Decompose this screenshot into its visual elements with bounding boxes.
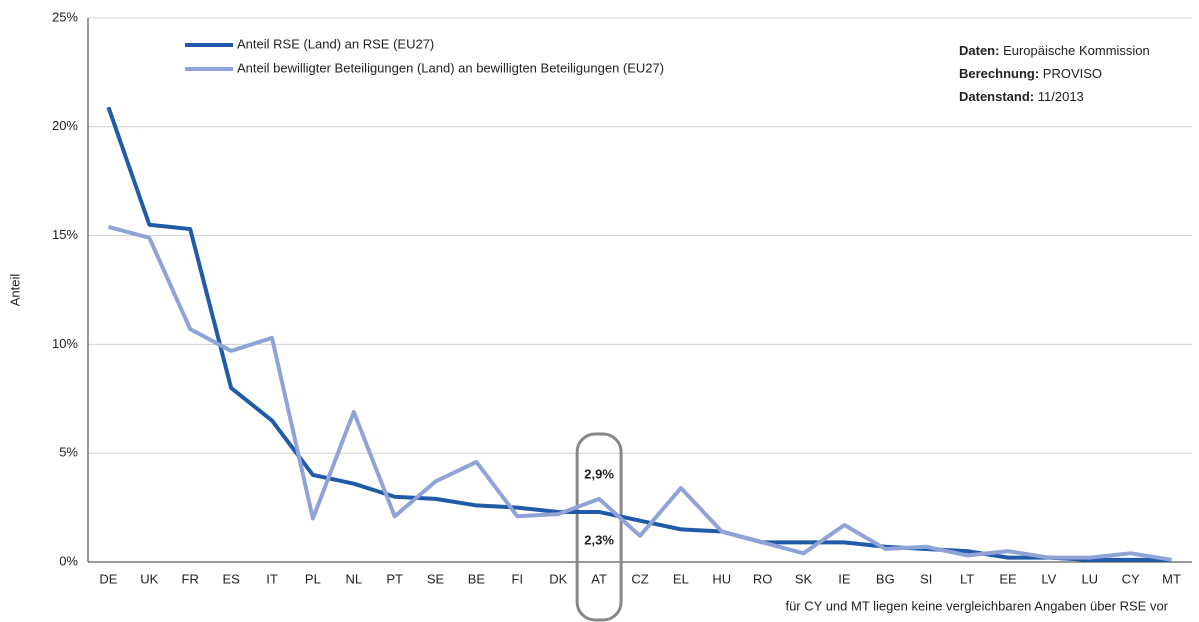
x-tick-label: SI (920, 571, 932, 586)
info-line: Daten: Europäische Kommission (959, 43, 1150, 58)
x-tick-label: IT (266, 571, 278, 586)
info-text: PROVISO (1043, 66, 1102, 81)
x-tick-label: PT (386, 571, 403, 586)
info-label: Daten: (959, 43, 999, 58)
x-tick-label: DE (99, 571, 117, 586)
x-tick-label: LV (1041, 571, 1056, 586)
x-tick-label: RO (753, 571, 773, 586)
x-tick-label: CY (1122, 571, 1140, 586)
highlight-box (575, 432, 623, 622)
x-tick-label: PL (305, 571, 321, 586)
annotation: 2,3% (584, 532, 614, 547)
legend-label: Anteil bewilligter Beteiligungen (Land) … (237, 60, 664, 75)
x-tick-label: DK (549, 571, 567, 586)
x-tick-label: ES (222, 571, 240, 586)
series-line (106, 106, 1172, 562)
y-tick-label: 15% (52, 227, 78, 242)
y-tick-label: 25% (52, 9, 78, 24)
x-tick-label: SK (795, 571, 813, 586)
x-tick-label: SE (427, 571, 445, 586)
info-label: Datenstand: (959, 89, 1034, 104)
x-tick-label: BG (876, 571, 895, 586)
y-tick-label: 10% (52, 336, 78, 351)
info-line: Berechnung: PROVISO (959, 66, 1102, 81)
info-text: Europäische Kommission (1003, 43, 1150, 58)
x-tick-label: LU (1081, 571, 1098, 586)
y-tick-label: 0% (59, 553, 78, 568)
x-tick-label: AT (591, 571, 607, 586)
info-line: Datenstand: 11/2013 (959, 89, 1084, 104)
x-tick-label: UK (140, 571, 158, 586)
x-tick-label: HU (712, 571, 731, 586)
x-tick-label: BE (468, 571, 486, 586)
x-tick-label: FI (512, 571, 524, 586)
y-tick-label: 5% (59, 445, 78, 460)
x-tick-label: NL (345, 571, 362, 586)
footnote: für CY und MT liegen keine vergleichbare… (785, 598, 1168, 613)
info-label: Berechnung: (959, 66, 1039, 81)
x-tick-label: FR (182, 571, 199, 586)
x-tick-label: CZ (631, 571, 648, 586)
x-tick-label: IE (838, 571, 851, 586)
y-axis-label: Anteil (7, 274, 22, 307)
annotation: 2,9% (584, 466, 614, 481)
x-tick-label: MT (1162, 571, 1181, 586)
x-tick-label: LT (960, 571, 974, 586)
x-tick-label: EE (999, 571, 1017, 586)
series-line (107, 224, 1172, 562)
x-tick-label: EL (673, 571, 689, 586)
y-tick-label: 20% (52, 118, 78, 133)
info-text: 11/2013 (1038, 89, 1084, 104)
legend-label: Anteil RSE (Land) an RSE (EU27) (237, 36, 434, 51)
